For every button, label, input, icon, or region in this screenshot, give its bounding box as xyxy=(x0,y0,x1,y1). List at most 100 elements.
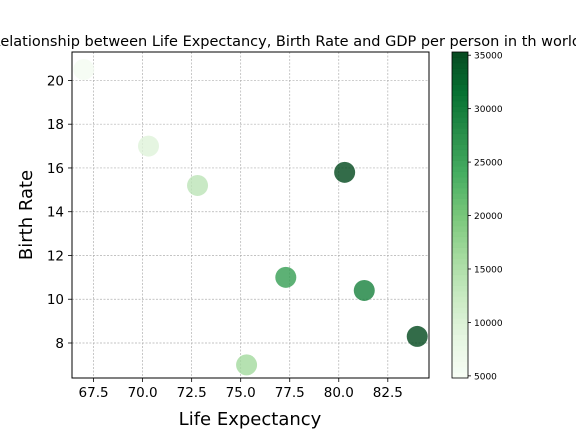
colorbar-band xyxy=(452,150,468,156)
colorbar-band xyxy=(452,242,468,248)
colorbar-band xyxy=(452,74,468,80)
colorbar-band xyxy=(452,112,468,118)
colorbar-band xyxy=(452,166,468,172)
colorbar-band xyxy=(452,345,468,351)
data-point xyxy=(187,175,208,196)
colorbar-band xyxy=(452,275,468,281)
colorbar-band xyxy=(452,269,468,275)
colorbar-band xyxy=(452,340,468,346)
colorbar-band xyxy=(452,286,468,292)
colorbar-band xyxy=(452,210,468,216)
y-axis-label: Birth Rate xyxy=(16,170,37,260)
colorbar-band xyxy=(452,177,468,183)
x-axis-label: Life Expectancy xyxy=(179,409,322,430)
x-tick-label: 75.0 xyxy=(226,385,256,401)
y-tick-label: 8 xyxy=(55,336,64,352)
colorbar-tick-label: 15000 xyxy=(474,265,503,275)
colorbar-band xyxy=(452,226,468,232)
colorbar-band xyxy=(452,356,468,362)
y-tick-label: 14 xyxy=(47,205,64,221)
y-ticks: 8 10 12 14 16 18 20 xyxy=(47,73,72,352)
x-tick-label: 82.5 xyxy=(373,385,403,401)
data-point xyxy=(407,326,428,347)
colorbar-band xyxy=(452,231,468,237)
colorbar-band xyxy=(452,134,468,140)
data-point xyxy=(354,280,375,301)
colorbar-band xyxy=(452,101,468,107)
y-tick-label: 12 xyxy=(47,248,64,264)
colorbar-band xyxy=(452,123,468,129)
colorbar-band xyxy=(452,161,468,167)
x-tick-label: 70.0 xyxy=(128,385,158,401)
colorbar-band xyxy=(452,264,468,270)
x-tick-label: 77.5 xyxy=(275,385,305,401)
colorbar-band xyxy=(452,199,468,205)
data-point xyxy=(138,136,159,157)
colorbar-tick-label: 30000 xyxy=(474,105,503,115)
colorbar-band xyxy=(452,182,468,188)
colorbar-band xyxy=(452,324,468,330)
colorbar-band xyxy=(452,144,468,150)
colorbar-band xyxy=(452,291,468,297)
colorbar-band xyxy=(452,302,468,308)
colorbar-band xyxy=(452,204,468,210)
colorbar-tick-label: 25000 xyxy=(474,159,503,169)
colorbar-band xyxy=(452,351,468,357)
colorbar-band xyxy=(452,79,468,85)
colorbar-band xyxy=(452,95,468,101)
chart-title: Relationship between Life Expectancy, Bi… xyxy=(0,34,576,50)
colorbar-band xyxy=(452,313,468,319)
colorbar-band xyxy=(452,155,468,161)
plot-frame xyxy=(72,52,429,378)
colorbar-band xyxy=(452,52,468,58)
x-tick-label: 72.5 xyxy=(177,385,207,401)
data-point xyxy=(73,59,94,80)
colorbar-band xyxy=(452,335,468,341)
colorbar-band xyxy=(452,318,468,324)
colorbar-band xyxy=(452,215,468,221)
colorbar-tick-label: 5000 xyxy=(474,372,497,382)
y-tick-label: 16 xyxy=(47,161,64,177)
colorbar-band xyxy=(452,307,468,313)
colorbar-band xyxy=(452,63,468,69)
colorbar-band xyxy=(452,220,468,226)
colorbar-band xyxy=(452,106,468,112)
colorbar-band xyxy=(452,297,468,303)
colorbar-band xyxy=(452,139,468,145)
y-tick-label: 20 xyxy=(47,73,64,89)
colorbar-ticks: 5000 10000 15000 20000 25000 30000 35000 xyxy=(468,52,503,383)
colorbar-band xyxy=(452,188,468,194)
colorbar-band xyxy=(452,280,468,286)
x-tick-label: 80.0 xyxy=(324,385,354,401)
colorbar-band xyxy=(452,85,468,91)
data-points xyxy=(73,59,427,375)
colorbar-band xyxy=(452,128,468,134)
colorbar-band xyxy=(452,193,468,199)
data-point xyxy=(236,354,257,375)
colorbar-band xyxy=(452,68,468,74)
colorbar-band xyxy=(452,57,468,63)
colorbar-tick-label: 10000 xyxy=(474,319,503,329)
colorbar-tick-label: 20000 xyxy=(474,212,503,222)
data-point xyxy=(275,267,296,288)
grid xyxy=(72,52,429,378)
colorbar-band xyxy=(452,237,468,243)
colorbar-band xyxy=(452,258,468,264)
colorbar-band xyxy=(452,117,468,123)
y-tick-label: 18 xyxy=(47,117,64,133)
colorbar-band xyxy=(452,253,468,259)
colorbar-band xyxy=(452,329,468,335)
colorbar-band xyxy=(452,362,468,368)
colorbar-band xyxy=(452,248,468,254)
y-tick-label: 10 xyxy=(47,292,64,308)
colorbar-band xyxy=(452,90,468,96)
colorbar-bands xyxy=(452,52,468,378)
data-point xyxy=(334,162,355,183)
colorbar-band xyxy=(452,367,468,373)
colorbar-tick-label: 35000 xyxy=(474,52,503,62)
x-ticks: 67.5 70.0 72.5 75.0 77.5 80.0 82.5 xyxy=(79,378,403,401)
colorbar-band xyxy=(452,172,468,178)
colorbar-band xyxy=(452,373,468,379)
x-tick-label: 67.5 xyxy=(79,385,109,401)
